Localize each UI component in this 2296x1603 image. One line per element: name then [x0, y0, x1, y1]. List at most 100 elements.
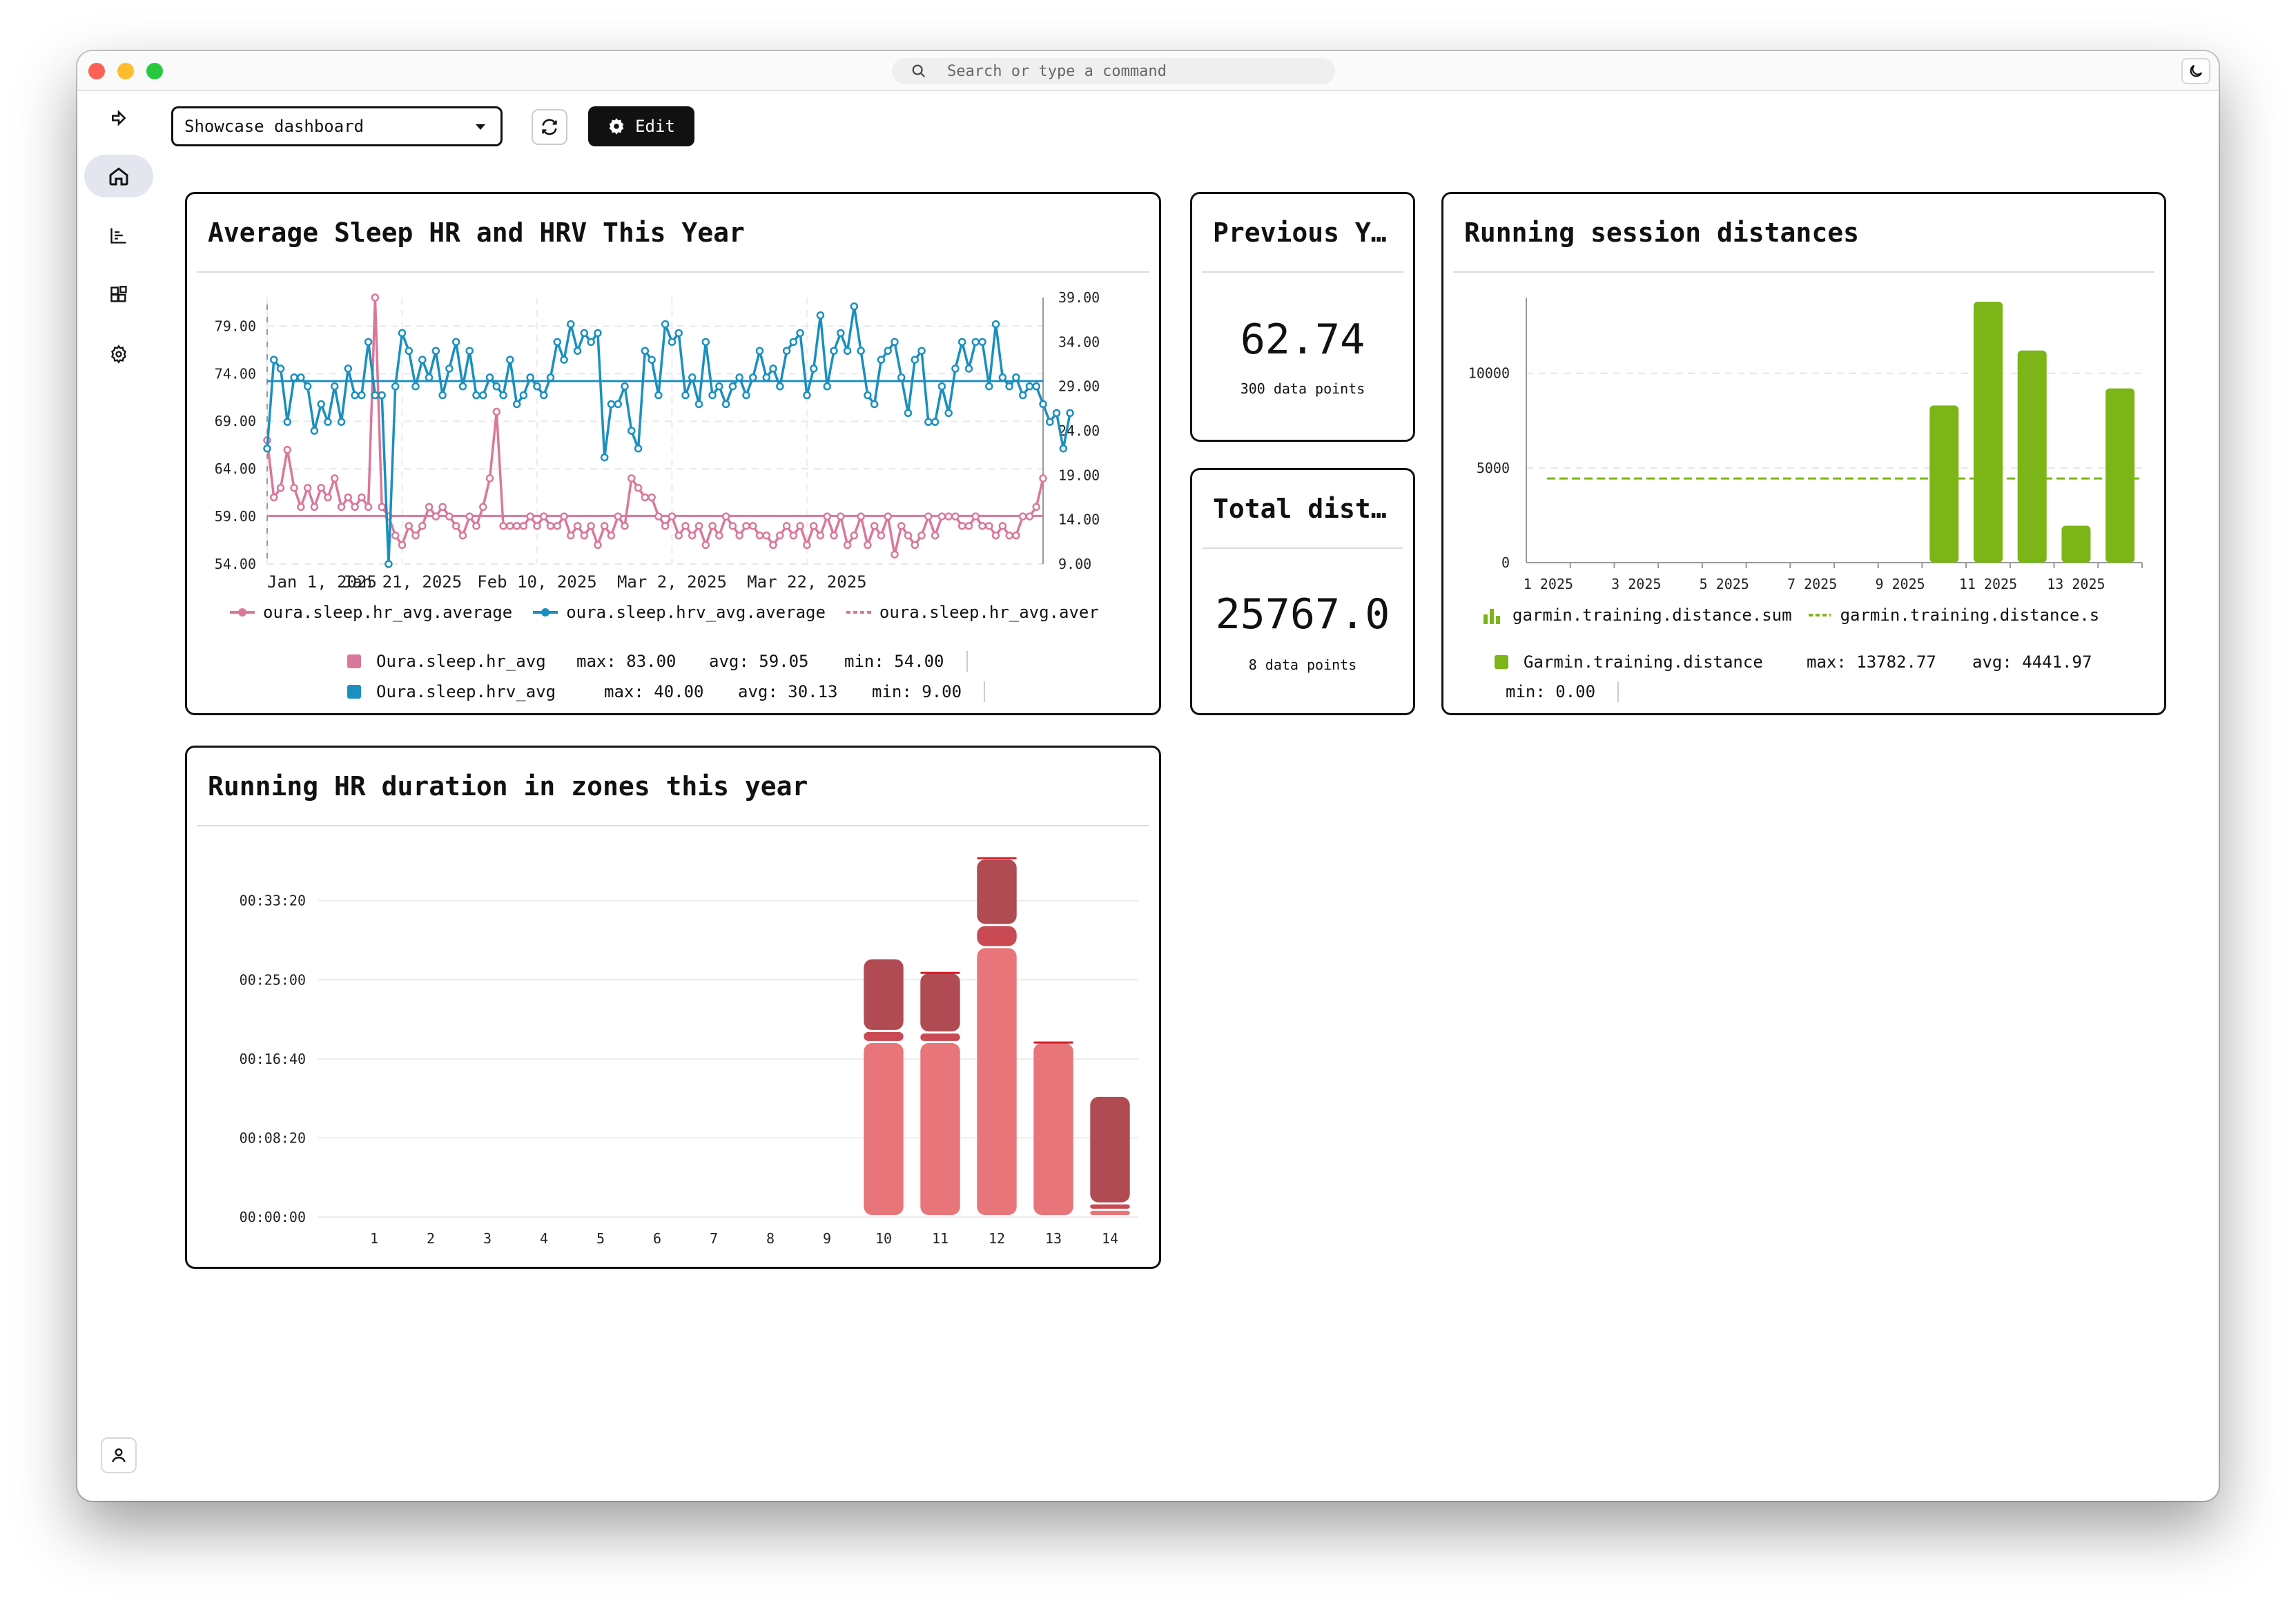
data-point — [290, 373, 298, 382]
bar-segment — [977, 857, 1017, 859]
data-point — [809, 365, 818, 373]
y-tick-label: 00:16:40 — [240, 1051, 306, 1067]
y-left-tick-label: 64.00 — [215, 460, 256, 477]
theme-toggle-button[interactable] — [2181, 58, 2210, 84]
data-point — [458, 531, 467, 540]
data-point — [681, 391, 690, 400]
minimize-window-button[interactable] — [117, 63, 134, 79]
data-point — [492, 382, 501, 391]
divider — [197, 271, 1149, 273]
stat-row-hrv: Oura.sleep.hrv_avg max: 40.00 avg: 30.13… — [347, 681, 986, 702]
bar-segment — [1033, 1042, 1073, 1215]
dashboard-select[interactable]: Showcase dashboard — [171, 106, 503, 146]
data-point — [701, 338, 710, 347]
data-point — [708, 522, 717, 530]
close-window-button[interactable] — [88, 63, 105, 79]
data-point — [978, 522, 986, 530]
data-point — [1046, 418, 1054, 426]
data-point — [324, 418, 332, 426]
command-placeholder: Search or type a command — [947, 62, 1167, 80]
data-point — [297, 373, 305, 382]
data-point — [728, 382, 737, 391]
data-point — [891, 550, 899, 558]
card-title: Running session distances — [1464, 217, 1859, 248]
edit-button[interactable]: Edit — [588, 106, 694, 146]
data-point — [735, 373, 743, 382]
data-point — [924, 512, 933, 521]
legend-item[interactable]: oura.sleep.hr_avg.aver — [879, 603, 1099, 622]
data-point — [418, 356, 427, 364]
data-point — [769, 365, 777, 373]
y-tick-label: 00:00:00 — [240, 1209, 306, 1225]
data-point — [748, 522, 757, 530]
refresh-icon — [542, 119, 557, 135]
data-point — [391, 382, 400, 391]
legend-item[interactable]: oura.sleep.hrv_avg.average — [566, 603, 826, 622]
x-tick-label: 6 — [653, 1230, 661, 1247]
sidebar — [77, 91, 162, 1501]
sidebar-item-settings[interactable] — [84, 333, 153, 376]
data-point — [701, 541, 710, 550]
data-point — [600, 453, 609, 462]
command-search-input[interactable]: Search or type a command — [892, 58, 1335, 84]
data-point — [580, 531, 589, 540]
bar-segment — [1090, 1204, 1130, 1209]
x-tick-label: 12 — [989, 1230, 1005, 1247]
data-point — [378, 391, 386, 400]
data-point — [317, 483, 325, 492]
x-tick-label: 3 — [483, 1230, 492, 1247]
data-point — [837, 512, 845, 521]
data-point — [594, 541, 602, 550]
legend-swatch-hr — [230, 608, 255, 616]
y-right-tick-label: 39.00 — [1058, 289, 1100, 306]
data-point — [803, 391, 811, 400]
data-point — [276, 483, 285, 492]
bar-segment — [977, 948, 1017, 1215]
legend-item[interactable]: garmin.training.distance.s — [1840, 605, 2100, 625]
arrow-right-icon — [112, 110, 126, 126]
y-right-tick-label: 9.00 — [1058, 556, 1091, 572]
data-point — [1005, 382, 1013, 391]
data-point — [263, 444, 271, 453]
user-profile-button[interactable] — [101, 1437, 137, 1473]
data-point — [782, 347, 791, 355]
sidebar-item-widgets[interactable] — [84, 273, 153, 316]
data-point — [621, 382, 629, 391]
data-point — [418, 522, 427, 530]
sidebar-collapse-toggle[interactable] — [84, 97, 153, 139]
legend-item[interactable]: garmin.training.distance.sum — [1512, 605, 1792, 625]
data-point — [526, 512, 534, 521]
divider — [1617, 681, 1619, 702]
data-point — [654, 391, 663, 400]
data-point — [1059, 444, 1068, 453]
data-point — [998, 522, 1007, 530]
data-point — [553, 522, 562, 530]
data-point — [1039, 400, 1047, 409]
sidebar-item-charts[interactable] — [84, 214, 153, 257]
y-tick-label: 00:33:20 — [240, 893, 306, 909]
data-point — [270, 493, 278, 502]
legend-item[interactable]: oura.sleep.hr_avg.average — [263, 603, 513, 622]
data-point — [688, 531, 697, 540]
data-point — [458, 382, 467, 391]
maximize-window-button[interactable] — [146, 63, 163, 79]
data-point — [721, 512, 730, 521]
data-point — [364, 338, 373, 347]
data-point — [688, 373, 697, 382]
chevron-down-icon — [476, 124, 485, 130]
stat-avg: avg: 4441.97 — [1972, 652, 2092, 672]
data-point — [998, 373, 1007, 382]
refresh-button[interactable] — [532, 109, 567, 145]
stat-swatch — [1495, 655, 1508, 669]
data-point — [519, 391, 528, 400]
legend-swatch-avg — [1808, 614, 1831, 616]
x-tick-label: Mar 22, 2025 — [747, 572, 866, 592]
data-point — [621, 522, 629, 530]
data-point — [911, 541, 920, 550]
distance-chart-legend: garmin.training.distance.sum garmin.trai… — [1482, 605, 2099, 625]
stat-value: 25767.0 — [1215, 590, 1390, 639]
sidebar-item-home[interactable] — [84, 155, 153, 197]
stat-avg: avg: 30.13 — [738, 682, 838, 701]
data-point — [1025, 512, 1034, 521]
data-point — [648, 493, 656, 502]
